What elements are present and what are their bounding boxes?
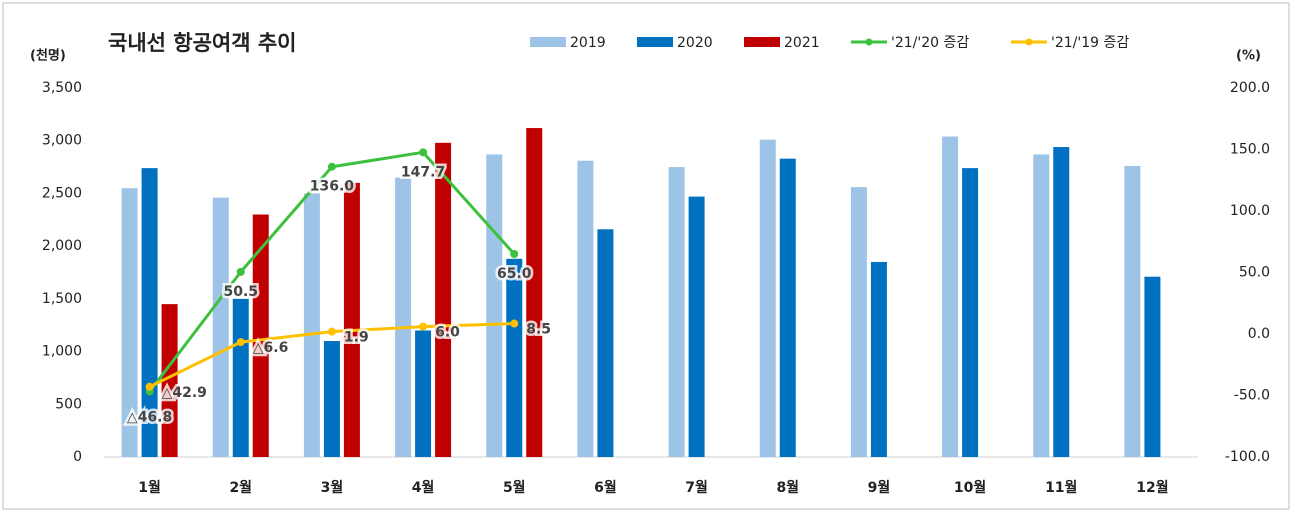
bar [232, 298, 249, 457]
bar [597, 229, 614, 457]
data-label: △42.9 [162, 385, 207, 401]
y2-tick-label: -50.0 [1234, 388, 1270, 404]
bar [395, 177, 412, 457]
x-tick-label: 11월 [1045, 479, 1077, 496]
bar [942, 136, 959, 458]
bar [962, 168, 979, 457]
x-tick-label: 5월 [503, 479, 526, 496]
legend-label: 2021 [784, 35, 820, 51]
y2-tick-label: 100.0 [1230, 203, 1270, 219]
legend-swatch [637, 37, 673, 47]
data-label: 50.5 [223, 284, 258, 300]
x-tick-label: 3월 [321, 479, 344, 496]
legend-label: '21/'19 증감 [1051, 35, 1129, 51]
bar [1124, 166, 1141, 457]
bar [435, 142, 452, 457]
x-tick-label: 2월 [229, 479, 252, 496]
y2-tick-label: 0.0 [1248, 326, 1270, 342]
bar [577, 160, 594, 457]
x-tick-label: 12월 [1136, 479, 1168, 496]
legend-swatch [744, 37, 780, 47]
bar [415, 330, 432, 457]
x-tick-label: 1월 [138, 479, 161, 496]
data-label: 6.0 [435, 325, 460, 341]
line-point [510, 250, 519, 259]
x-tick-label: 8월 [776, 479, 799, 496]
y2-tick-label: 150.0 [1230, 142, 1270, 158]
y-tick-label: 2,000 [42, 238, 82, 254]
data-label: 8.5 [526, 322, 551, 338]
bar [688, 196, 705, 457]
bar [212, 197, 229, 457]
bar [121, 188, 138, 457]
line-point [327, 327, 336, 336]
x-tick-label: 6월 [594, 479, 617, 496]
legend-label: 2019 [570, 35, 606, 51]
y2-tick-label: 50.0 [1239, 265, 1270, 281]
y-tick-label: 1,000 [42, 344, 82, 360]
chart-title: 국내선 항공여객 추이 [108, 31, 297, 55]
x-tick-label: 10월 [954, 479, 986, 496]
data-label: 1.9 [344, 330, 369, 346]
y-tick-label: 500 [55, 396, 82, 412]
y-tick-label: 3,500 [42, 80, 82, 96]
data-label: △46.8 [127, 410, 172, 426]
legend-swatch [530, 37, 566, 47]
data-label: 65.0 [497, 266, 532, 282]
y-tick-label: 1,500 [42, 291, 82, 307]
line-point [236, 338, 245, 347]
bar [486, 154, 503, 458]
legend-label: '21/'20 증감 [891, 35, 969, 51]
bar [1053, 147, 1070, 458]
data-label: △6.6 [253, 340, 289, 356]
bar [303, 193, 320, 457]
line-point [236, 267, 245, 276]
bar [779, 158, 796, 457]
bar [1144, 276, 1161, 457]
legend-swatch [1025, 38, 1033, 46]
line-point [419, 322, 428, 331]
y-tick-label: 0 [73, 449, 82, 465]
bar [668, 167, 685, 458]
bar [1033, 154, 1050, 458]
bar [506, 258, 523, 457]
line-point [145, 382, 154, 391]
bar [161, 304, 178, 457]
y2-axis-label: (%) [1236, 49, 1261, 64]
x-tick-label: 9월 [868, 479, 891, 496]
data-label: 136.0 [310, 179, 355, 195]
bar [526, 128, 543, 457]
data-label: 147.7 [401, 164, 445, 180]
bar [850, 187, 867, 458]
line-point [327, 162, 336, 171]
line-point [419, 148, 428, 157]
legend-swatch [865, 38, 873, 46]
legend-label: 2020 [677, 35, 713, 51]
y2-tick-label: -100.0 [1225, 449, 1270, 465]
x-tick-label: 7월 [685, 479, 708, 496]
bar [870, 261, 887, 457]
line-point [510, 319, 519, 328]
bar [343, 182, 360, 457]
y-axis-label: (천명) [30, 48, 66, 64]
y-tick-label: 3,000 [42, 133, 82, 149]
x-tick-label: 4월 [412, 479, 435, 496]
bar [252, 214, 269, 457]
bar [759, 139, 776, 457]
y2-tick-label: 200.0 [1230, 80, 1270, 96]
y-tick-label: 2,500 [42, 185, 82, 201]
bar [323, 341, 340, 457]
